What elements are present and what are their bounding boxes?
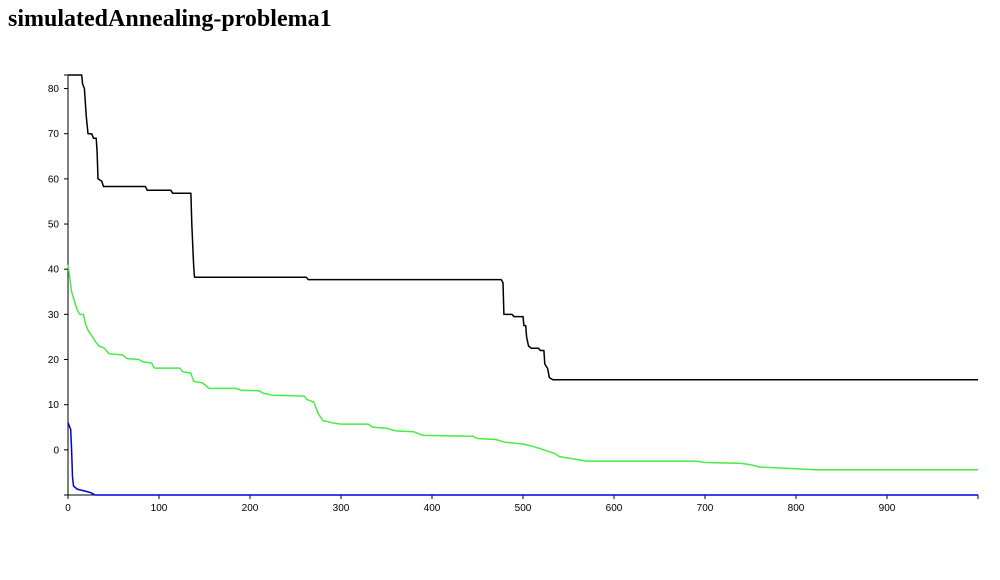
y-tick-label: 80 [48,84,60,95]
y-axis: 0 10 20 30 40 50 60 70 80 [48,74,69,496]
series-line-3 [67,422,978,496]
x-tick-label: 200 [242,503,259,514]
y-tick-label: 30 [48,310,60,321]
y-tick-label: 10 [48,400,60,411]
y-tick-label: 70 [48,129,60,140]
series-layer [67,74,978,496]
x-tick-label: 400 [424,503,441,514]
x-tick-label: 900 [879,503,896,514]
x-tick-label: 0 [65,503,71,514]
x-tick-label: 300 [333,503,350,514]
chart-title: simulatedAnnealing-problema1 [8,6,332,32]
x-axis: 0 100 200 300 400 500 600 700 800 900 [65,494,979,514]
x-tick-label: 100 [151,503,168,514]
y-tick-label: 0 [53,445,59,456]
y-tick-label: 60 [48,174,60,185]
x-tick-label: 600 [606,503,623,514]
y-tick-label: 20 [48,355,60,366]
series-line-1 [68,74,978,381]
x-tick-label: 700 [697,503,714,514]
series-line-2 [67,264,978,471]
x-tick-label: 500 [515,503,532,514]
x-tick-label: 800 [788,503,805,514]
y-tick-label: 50 [48,220,60,231]
y-tick-label: 40 [48,265,60,276]
